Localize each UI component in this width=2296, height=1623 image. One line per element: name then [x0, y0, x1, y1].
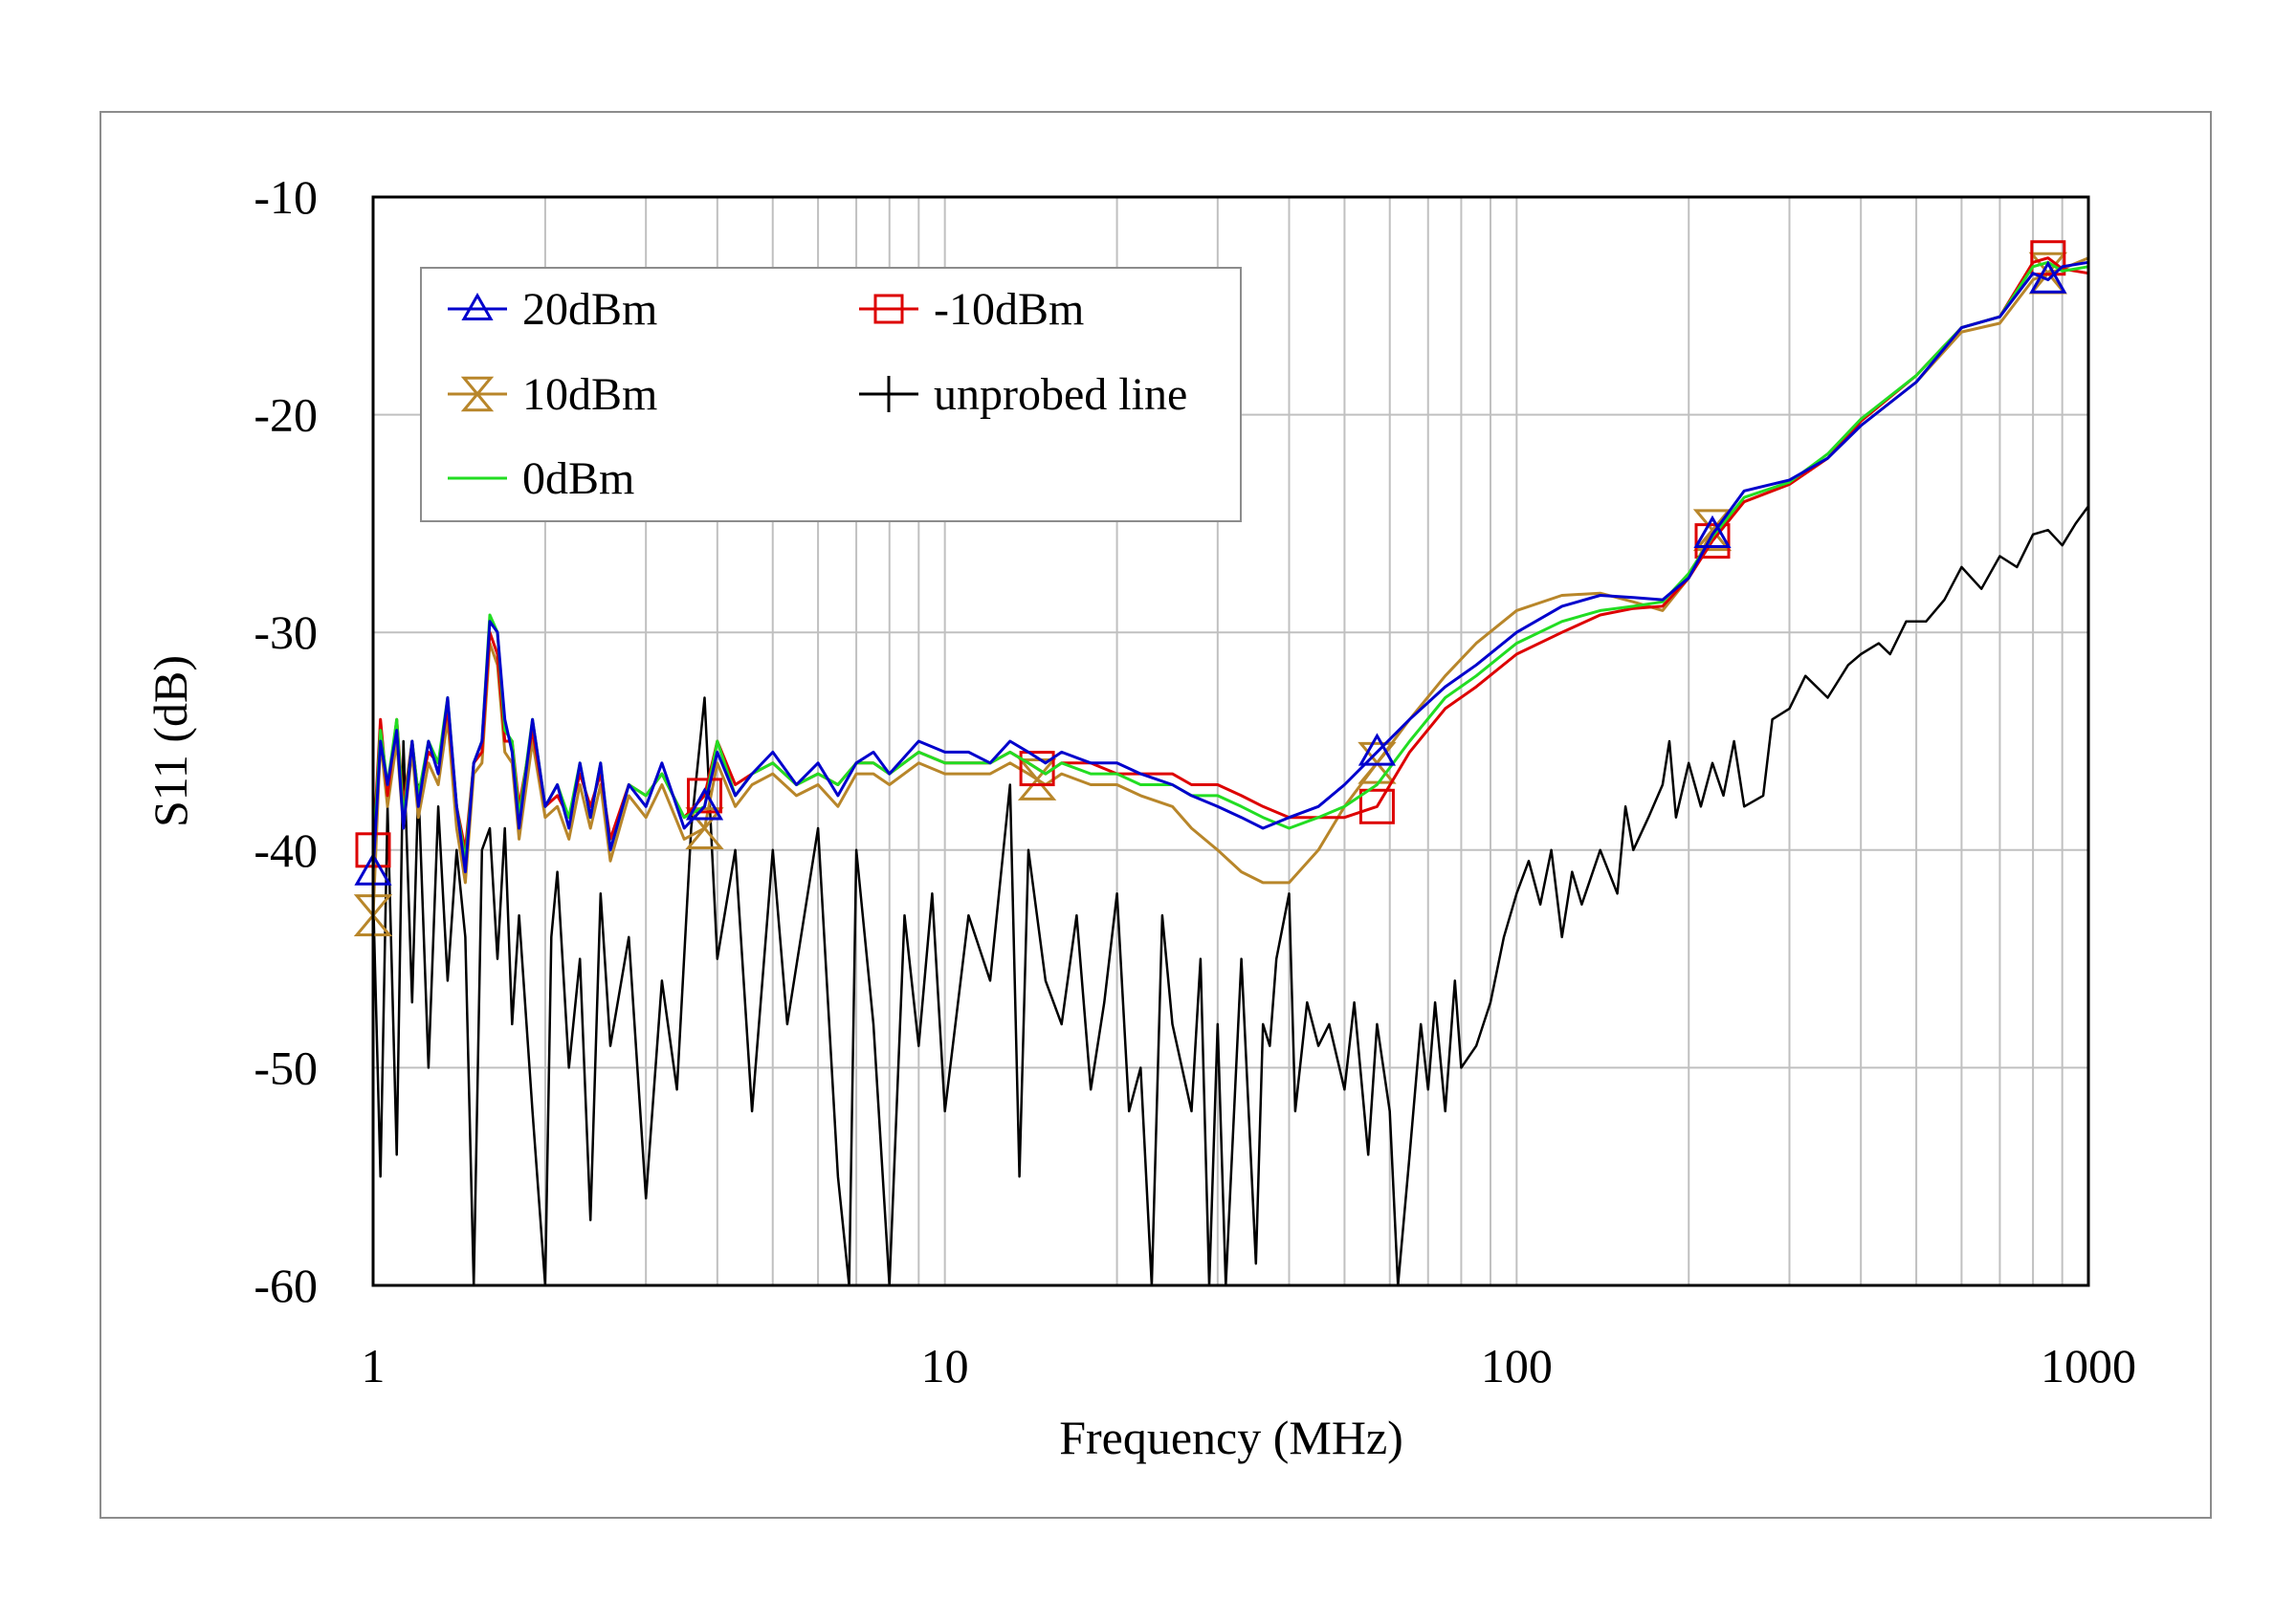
- square-marker: [1694, 523, 1731, 559]
- series-20dbm: [354, 260, 2089, 886]
- tick-labels: -10 -20 -30 -40 -50 -60 1 10 100 1000: [254, 170, 2136, 1393]
- plot-area-border: [371, 195, 2090, 1287]
- series-group: [353, 240, 2090, 1287]
- triangle-marker: [1358, 733, 1397, 766]
- series-line: [371, 505, 2090, 1287]
- square-marker: [687, 778, 723, 814]
- legend-entry: 0dBm: [448, 453, 634, 504]
- series-line: [371, 260, 2089, 874]
- y-tick-label: -10: [254, 170, 318, 224]
- x-tick-label: 1000: [2041, 1339, 2136, 1393]
- x-tick-label: 1: [362, 1339, 386, 1393]
- legend-entry: 20dBm: [448, 284, 657, 335]
- square-marker: [1358, 788, 1395, 824]
- legend-label: -10dBm: [934, 284, 1084, 335]
- y-tick-label: -30: [254, 605, 318, 659]
- legend: 20dBm -10dBm 10dBm unprobed line 0dBm: [420, 267, 1242, 522]
- triangle-marker: [461, 292, 494, 320]
- legend-entry: 10dBm: [448, 369, 657, 420]
- x-axis-label: Frequency (MHz): [1059, 1411, 1403, 1464]
- square-marker: [873, 294, 904, 324]
- triangle-marker: [2029, 260, 2067, 294]
- chart-frame: [99, 111, 2212, 1519]
- x-tick-label: 10: [921, 1339, 969, 1393]
- hourglass-marker: [1017, 758, 1057, 801]
- hourglass-marker: [460, 376, 495, 412]
- hourglass-marker: [353, 894, 393, 936]
- hourglass-marker: [685, 807, 724, 849]
- y-tick-label: -40: [254, 823, 318, 877]
- y-tick-label: -20: [254, 388, 318, 442]
- legend-label: 10dBm: [522, 369, 657, 420]
- square-marker: [2030, 240, 2066, 276]
- y-tick-label: -60: [254, 1259, 318, 1312]
- triangle-marker: [1693, 515, 1732, 549]
- legend-entry: unprobed line: [859, 369, 1187, 420]
- legend-entry: -10dBm: [859, 284, 1084, 335]
- legend-label: unprobed line: [934, 369, 1187, 420]
- legend-label: 0dBm: [522, 453, 634, 504]
- x-tick-label: 100: [1481, 1339, 1553, 1393]
- triangle-marker: [685, 787, 724, 821]
- y-axis-label: S11 (dB): [144, 655, 197, 827]
- legend-box: [420, 267, 1242, 522]
- legend-label: 20dBm: [522, 284, 657, 335]
- y-tick-label: -50: [254, 1041, 318, 1094]
- series-unprobed-line: [371, 505, 2090, 1287]
